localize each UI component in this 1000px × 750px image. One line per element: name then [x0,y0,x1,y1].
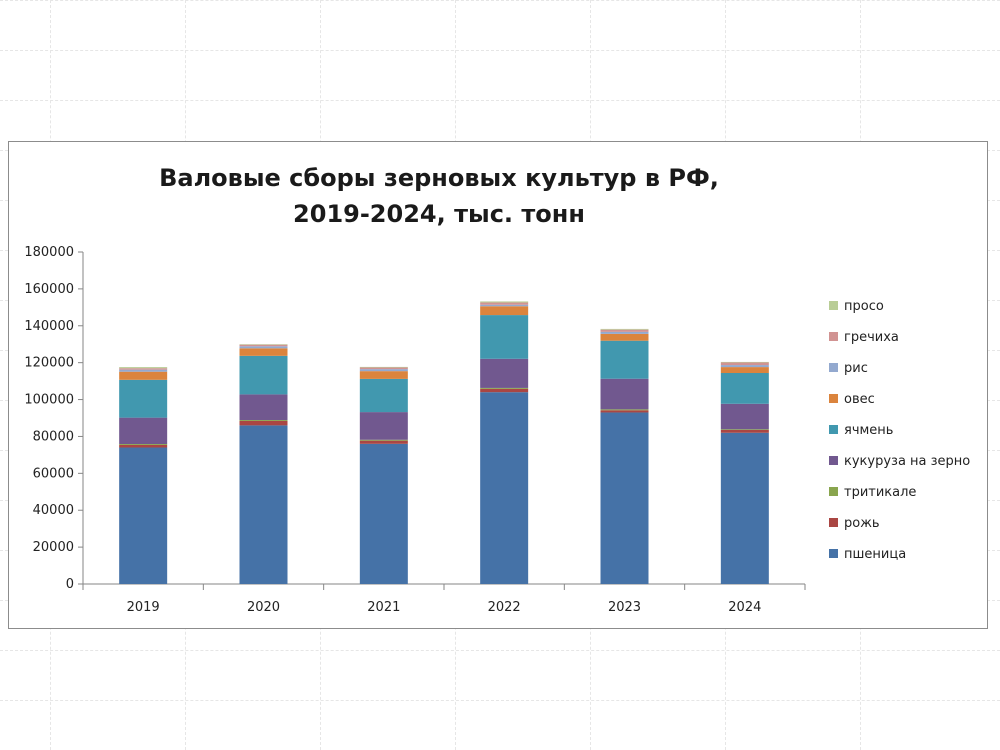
bar-segment[interactable] [720,372,769,404]
bar-segment[interactable] [119,444,168,448]
bar-segment[interactable] [720,429,769,430]
x-axis-tick-label: 2020 [247,600,280,615]
bar-segment[interactable] [359,378,408,413]
legend-label: ячмень [844,423,893,438]
bar-segment[interactable] [480,392,529,584]
bar-segment[interactable] [119,417,168,445]
y-axis-tick-label: 120000 [24,356,74,371]
y-axis-tick-label: 0 [66,577,74,592]
bar-segment[interactable] [720,361,769,363]
legend-swatch [829,518,838,527]
bar-segment[interactable] [480,387,529,389]
y-axis-tick-label: 80000 [33,429,74,444]
y-axis-tick-label: 160000 [24,282,74,297]
legend-label: тритикале [844,485,916,500]
bar-segment[interactable] [480,388,529,393]
x-axis-tick-label: 2021 [367,600,400,615]
bar-segment[interactable] [600,378,649,410]
bar-segment[interactable] [600,410,649,413]
bar-segment[interactable] [359,366,408,368]
bar-segment[interactable] [600,328,649,330]
bar-segment[interactable] [239,344,288,345]
legend-swatch [829,301,838,310]
y-axis-tick-label: 180000 [24,245,74,260]
legend-label: кукуруза на зерно [844,454,970,469]
bar-segment[interactable] [239,394,288,421]
sheet-row-line [0,50,1000,51]
bar-segment[interactable] [119,371,168,380]
chart-title: Валовые сборы зерновых культур в РФ, 201… [159,164,719,228]
bar-segment[interactable] [239,420,288,426]
bar-segment[interactable] [600,329,649,332]
bar-segment[interactable] [480,358,529,388]
y-axis-tick-label: 20000 [33,540,74,555]
legend-swatch [829,487,838,496]
bar-segment[interactable] [359,443,408,584]
bar-segment[interactable] [239,348,288,356]
bar-segment[interactable] [480,304,529,307]
bar-segment[interactable] [720,432,769,584]
bar-segment[interactable] [119,367,168,369]
legend-swatch [829,425,838,434]
bar-segment[interactable] [119,379,168,418]
bar-segment[interactable] [720,403,769,430]
legend-label: гречиха [844,330,899,345]
bar-segment[interactable] [600,409,649,411]
y-axis-tick-label: 100000 [24,393,74,408]
sheet-row-line [0,700,1000,701]
bar-segment[interactable] [239,346,288,349]
chart-area[interactable]: Валовые сборы зерновых культур в РФ, 201… [8,141,988,629]
sheet-row-line [0,100,1000,101]
bar-segment[interactable] [119,368,168,370]
bar-segment[interactable] [480,302,529,305]
bar-segment[interactable] [720,362,769,366]
x-axis-tick-label: 2022 [488,600,521,615]
bar-segment[interactable] [480,306,529,316]
legend-label: рожь [844,516,880,531]
legend-label: пшеница [844,547,906,562]
stacked-bar-chart: 0 20000 40000 60000 80000 100000 120000 140000 1… [24,245,970,615]
bar-segment[interactable] [359,369,408,372]
bar-segment[interactable] [239,425,288,584]
y-axis-tick-label: 140000 [24,319,74,334]
bar-segment[interactable] [720,429,769,433]
bar-segment[interactable] [119,444,168,445]
bar-segment[interactable] [359,412,408,440]
bar-segment[interactable] [359,371,408,379]
bar-segment[interactable] [720,367,769,373]
legend-label: овес [844,392,875,407]
y-axis-tick-label: 60000 [33,466,74,481]
legend-swatch [829,394,838,403]
bar-segment[interactable] [720,365,769,368]
bar-segment[interactable] [239,420,288,421]
bar-segment[interactable] [600,331,649,334]
legend-swatch [829,332,838,341]
y-axis-tick-label: 40000 [33,503,74,518]
bar-segment[interactable] [359,440,408,444]
bar-segment[interactable] [600,340,649,379]
bar-segment[interactable] [119,447,168,584]
legend-swatch [829,549,838,558]
legend-swatch [829,363,838,372]
bar-segment[interactable] [239,344,288,347]
legend-label: просо [844,299,884,314]
bar-segment[interactable] [359,367,408,370]
legend-label: рис [844,361,868,376]
x-axis-tick-label: 2019 [127,600,160,615]
x-axis-tick-label: 2023 [608,600,641,615]
bar-segment[interactable] [600,412,649,584]
x-axis-tick-label: 2024 [728,600,761,615]
sheet-row-line [0,0,1000,1]
bar-segment[interactable] [239,355,288,395]
bar-segment[interactable] [480,315,529,359]
bar-segment[interactable] [600,333,649,341]
bar-segment[interactable] [480,301,529,303]
bar-segment[interactable] [359,439,408,441]
sheet-row-line [0,650,1000,651]
bar-segment[interactable] [119,369,168,372]
legend-swatch [829,456,838,465]
